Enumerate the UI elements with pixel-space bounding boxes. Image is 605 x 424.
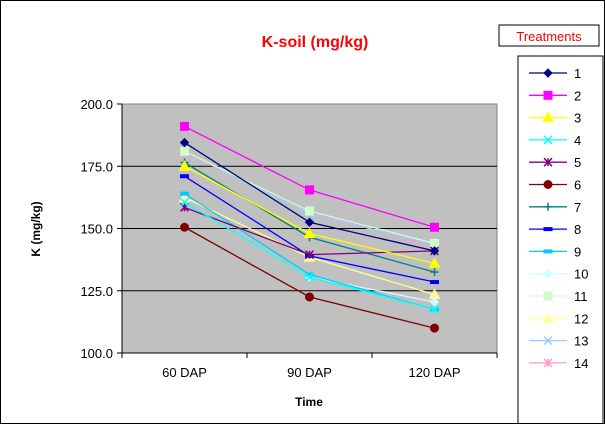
x-tick-label: 60 DAP [162,365,207,380]
y-tick-label: 175.0 [80,159,113,174]
legend-item-7: 7 [529,200,581,215]
legend-marker [543,358,553,368]
data-point [180,121,189,131]
legend-marker [543,268,553,279]
legend-marker [543,68,553,78]
legend-label: 3 [574,111,581,126]
data-point [180,191,189,196]
legend-item-2: 2 [529,88,581,103]
data-point [430,280,439,285]
y-tick-labels: 100.0 125.0 150.0 175.0 200.0 [80,97,113,361]
data-point [430,222,439,232]
data-point [430,268,439,277]
legend-label: 14 [574,356,588,371]
legend-marker [542,111,554,123]
series-lines [178,121,441,333]
legend-marker [543,336,553,346]
data-point [179,197,190,207]
data-point [304,250,315,260]
data-point [429,246,440,256]
data-point [303,227,316,238]
legend-label: 9 [574,244,581,259]
legend-marker [543,180,553,189]
legend-marker [543,157,553,167]
series-4 [179,197,440,314]
axes [117,103,498,358]
data-point [304,272,315,282]
data-point [180,174,189,179]
data-point [428,257,441,268]
data-point [305,292,314,302]
x-axis-label: Time [295,395,323,409]
legend-marker [544,202,552,211]
marker-stroke [543,135,553,145]
legend-marker [543,135,553,145]
data-point [178,160,191,171]
legend-item-5: 5 [529,155,581,170]
legend-label: 8 [574,222,581,237]
legend-item-14: 14 [529,356,588,371]
x-tick-label: 120 DAP [408,365,460,380]
x-tick-labels: 60 DAP 90 DAP 120 DAP [162,365,460,380]
marker-stroke [304,272,315,282]
series-2 [180,121,439,232]
legend-item-12: 12 [529,311,588,326]
y-tick-label: 125.0 [80,284,113,299]
legend-item-6: 6 [529,178,581,193]
data-point [180,146,189,156]
data-point [430,323,439,333]
series-6 [180,222,439,333]
legend-label: 11 [574,289,588,304]
chart-title: K-soil (mg/kg) [262,34,369,51]
x-tick-label: 90 DAP [287,365,332,380]
legend-label: 12 [574,311,588,326]
y-tick-label: 200.0 [80,97,113,112]
legend-label: 13 [574,334,588,349]
legend-title: Treatments [516,29,582,44]
legend-marker [543,227,553,232]
marker-stroke [429,304,440,314]
legend-marker [543,291,553,301]
legend-item-11: 11 [529,289,588,304]
legend-item-13: 13 [529,334,588,349]
legend-item-3: 3 [529,111,581,126]
legend-box [517,55,604,423]
data-point [180,222,189,232]
series-3 [178,160,441,268]
legend-label: 4 [574,133,581,148]
legend-item-4: 4 [529,133,581,148]
y-tick-label: 100.0 [80,346,113,361]
series-1 [179,137,440,256]
legend-item-1: 1 [529,66,581,81]
legend-label: 6 [574,178,581,193]
legend-label: 10 [574,267,588,282]
legend-label: 5 [574,155,581,170]
marker-stroke [179,197,190,207]
legend-item-8: 8 [529,222,581,237]
legend-item-9: 9 [529,244,581,259]
data-point [179,137,190,148]
data-point [429,304,440,314]
legend-marker [543,249,553,254]
legend-label: 1 [574,66,581,81]
data-point [304,217,315,227]
legend-marker [542,312,554,323]
data-point [305,206,314,216]
legend-item-10: 10 [529,267,588,282]
series-11 [180,146,439,248]
data-point [305,185,314,195]
marker-stroke [543,336,553,346]
legend-label: 2 [574,88,581,103]
data-point [429,297,440,307]
legend-title-box [498,24,600,47]
legend-marker [543,90,553,100]
legend-label: 7 [574,200,581,215]
y-tick-label: 150.0 [80,222,113,237]
y-axis-label: K (mg/kg) [29,201,43,256]
